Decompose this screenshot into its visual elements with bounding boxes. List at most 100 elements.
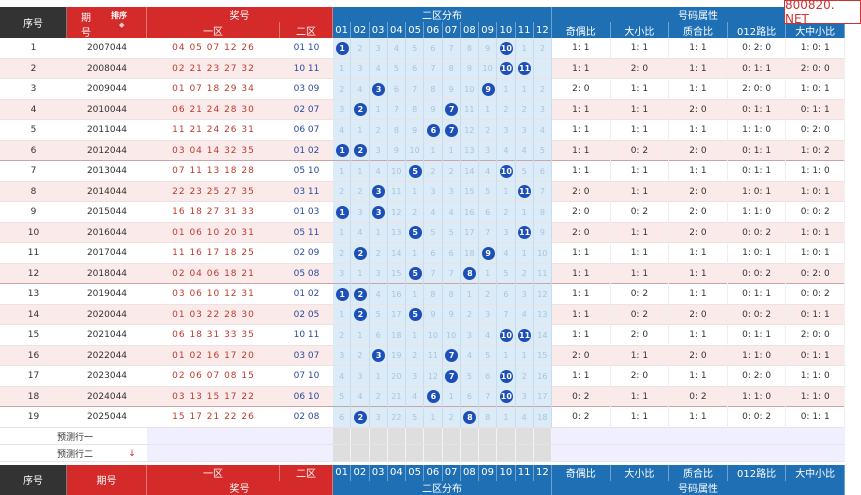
row-attr-bg: [552, 325, 845, 346]
row-dist-bg: [333, 407, 552, 428]
dist-miss-count: 3: [424, 181, 443, 202]
predict-dist-cell[interactable]: [370, 444, 388, 462]
dist-miss-count: 1: [516, 38, 534, 59]
predict-dist-cell[interactable]: [333, 427, 352, 445]
dist-miss-count: 1: [333, 161, 352, 182]
predict-dist-cell[interactable]: [351, 444, 370, 462]
hit-ball: 3: [372, 185, 386, 199]
predict-dist-cell[interactable]: [388, 427, 406, 445]
row-attr-value: 2: 0: 0: [786, 325, 845, 346]
sort-icon[interactable]: ◆: [119, 21, 125, 29]
predict-dist-cell[interactable]: [443, 427, 461, 445]
predict-dist-cell[interactable]: [461, 427, 479, 445]
hit-ball: 11: [518, 226, 532, 240]
dist-miss-count: 1: [406, 325, 425, 346]
header-attr-col: 奇偶比: [552, 22, 611, 38]
row-zone1-numbers: 03 13 15 17 22: [172, 391, 255, 402]
row-attr-value: 1: 1: [552, 140, 611, 161]
dist-miss-count: 10: [479, 58, 498, 79]
row-attr-bg: [552, 284, 845, 305]
row-attr-value: 1: 1: [552, 284, 611, 305]
footer-attr-col: 大中小比: [786, 464, 845, 481]
predict-dist-cell[interactable]: [333, 444, 352, 462]
row-left-bg: [0, 325, 333, 346]
predict-dist-cell[interactable]: [534, 427, 552, 445]
predict-dist-cell[interactable]: [443, 444, 461, 462]
dist-miss-count: [333, 202, 352, 223]
dist-miss-count: 4: [406, 386, 425, 407]
dist-miss-count: 22: [388, 407, 406, 428]
row-dist-bg: [333, 263, 552, 284]
row-zone2-numbers: 03 09: [293, 84, 320, 95]
row-zone2-numbers: 05 08: [293, 268, 320, 279]
header-dist-col: 08: [460, 22, 479, 38]
sort-button[interactable]: 排序: [111, 11, 127, 20]
row-divider: [0, 160, 845, 161]
row-period: 2024044: [86, 391, 128, 402]
row-dist-bg: [333, 79, 552, 100]
row-divider: [0, 221, 845, 223]
hit-ball: 2: [353, 308, 367, 322]
predict-dist-cell[interactable]: [479, 427, 498, 445]
row-attr-value: 2: 0: [611, 58, 670, 79]
row-divider: [0, 98, 845, 100]
predict-dist-cell[interactable]: [424, 444, 443, 462]
dist-miss-count: 4: [351, 386, 370, 407]
dist-miss-count: 4: [370, 58, 388, 79]
dist-miss-count: 1: [516, 202, 534, 223]
predict-dist-cell[interactable]: [388, 444, 406, 462]
row-zone2-numbers: 07 10: [293, 371, 320, 382]
dist-miss-count: 4: [516, 407, 534, 428]
dist-miss-count: 12: [461, 120, 479, 141]
row-attr-value: 1: 0: 1: [728, 181, 787, 202]
row-attr-value: 1: 1: 0: [786, 386, 845, 407]
dist-miss-count: [333, 284, 352, 305]
predict-dist-cell[interactable]: [497, 427, 516, 445]
dist-miss-count: 2: [333, 243, 352, 264]
row-seq: 6: [30, 145, 37, 156]
row-left-bg: [0, 284, 333, 305]
row-attr-value: 1: 1: [611, 38, 670, 59]
row-divider: [0, 139, 845, 141]
predict-dist-cell[interactable]: [370, 427, 388, 445]
row-attr-bg: [552, 120, 845, 141]
predict-dist-cell[interactable]: [406, 427, 425, 445]
row-zone1-numbers: 07 11 13 18 28: [172, 166, 255, 177]
row-attr-value: 0: 0: 2: [728, 222, 787, 243]
row-period: 2025044: [86, 412, 128, 423]
hit-ball: 11: [518, 62, 532, 76]
row-attr-value: 1: 1: 0: [728, 386, 787, 407]
dist-miss-count: 1: [333, 304, 352, 325]
row-zone1-numbers: 06 21 24 28 30: [172, 104, 255, 115]
row-seq: 1: [30, 43, 37, 54]
predict-dist-cell[interactable]: [351, 427, 370, 445]
predict-dist-cell[interactable]: [461, 444, 479, 462]
dist-miss-count: [461, 263, 479, 284]
dist-miss-count: 1: [443, 386, 461, 407]
dist-miss-count: 2: [424, 161, 443, 182]
predict-dist-cell[interactable]: [406, 444, 425, 462]
dist-miss-count: [351, 140, 370, 161]
predict-dist-cell[interactable]: [497, 444, 516, 462]
hit-ball: 8: [463, 267, 477, 281]
hit-ball: 7: [445, 369, 459, 383]
predict-dist-cell[interactable]: [424, 427, 443, 445]
row-zone2-numbers: 01 03: [293, 207, 320, 218]
predict-dist-cell[interactable]: [516, 444, 534, 462]
predict-dist-cell[interactable]: [479, 444, 498, 462]
dist-miss-count: 8: [443, 58, 461, 79]
dist-miss-count: 14: [461, 161, 479, 182]
predict-dist-cell[interactable]: [516, 427, 534, 445]
predict-arrow-icon[interactable]: ↓: [128, 448, 136, 459]
dist-miss-count: 4: [333, 366, 352, 387]
dist-miss-count: [351, 99, 370, 120]
dist-miss-count: 4: [351, 222, 370, 243]
row-seq: 15: [27, 330, 40, 341]
row-attr-value: 1: 1: [669, 38, 728, 59]
dist-miss-count: 4: [370, 161, 388, 182]
row-attr-value: 1: 1: [611, 345, 670, 366]
row-attr-value: 0: 0: 2: [728, 304, 787, 325]
predict-dist-cell[interactable]: [534, 444, 552, 462]
header-period[interactable]: 期号 排序 ◆: [67, 7, 147, 39]
dist-miss-count: 8: [461, 38, 479, 59]
